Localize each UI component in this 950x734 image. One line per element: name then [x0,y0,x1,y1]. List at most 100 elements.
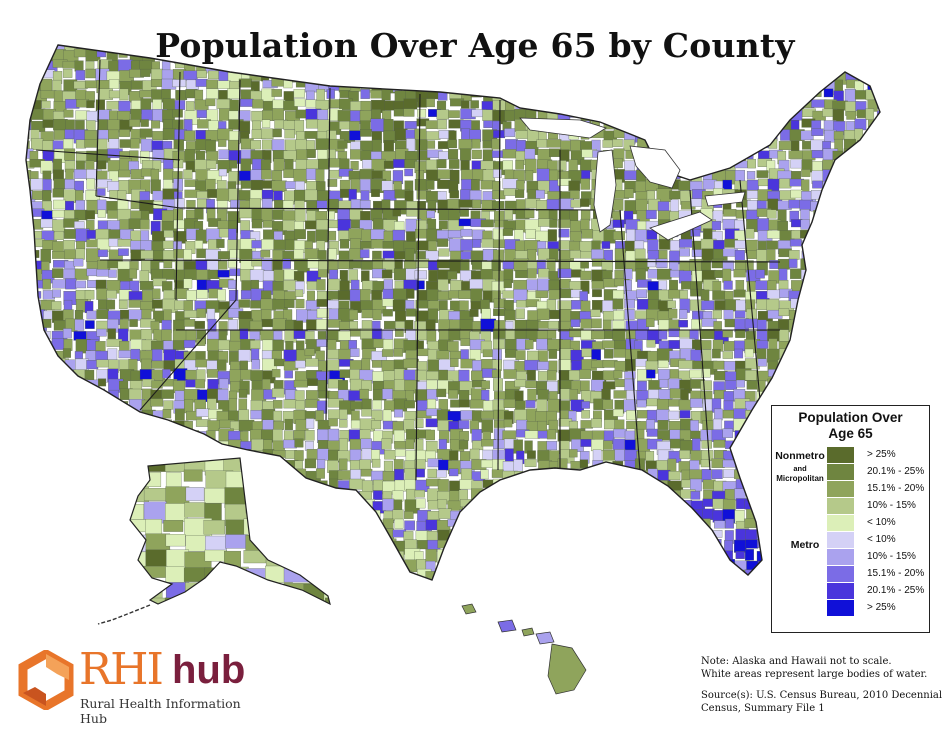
county-cell [403,108,415,117]
county-cell [469,501,480,509]
county-cell [845,180,860,194]
county-cell [502,60,517,74]
county-cell [130,60,141,71]
county-cell [657,268,672,280]
county-cell [745,69,756,80]
county-cell [283,565,309,583]
county-cell [746,579,762,580]
county-cell [590,489,603,499]
county-cell [370,579,385,580]
county-cell [62,389,76,400]
county-cell [172,79,187,88]
county-cell [702,508,715,520]
county-cell [337,499,347,512]
county-cell [426,98,435,108]
county-cell [503,419,513,428]
county-cell [315,168,325,183]
county-cell [26,230,32,239]
county-cell [74,221,85,229]
county-cell [701,580,712,590]
county-cell [724,540,733,553]
county-cell [635,48,651,57]
county-cell [690,148,702,162]
county-cell [658,369,670,380]
county-cell [63,479,75,489]
county-cell [272,281,286,292]
map-title: Population Over Age 65 by County [155,26,795,65]
county-cell [404,78,414,92]
county-cell [855,179,865,190]
county-cell [406,231,416,243]
county-cell [264,485,281,506]
county-cell [502,149,517,159]
county-cell [130,568,143,584]
county-cell [449,450,459,461]
county-cell [140,250,155,259]
county-cell [139,270,150,283]
county-cell [26,328,29,339]
county-cell [86,360,99,370]
county-cell [757,78,769,88]
county-cell [812,45,824,53]
county-cell [328,50,339,62]
county-cell [316,200,328,209]
county-cell [350,519,363,533]
county-cell [526,279,538,291]
county-cell [239,208,254,219]
county-cell [624,309,635,320]
county-cell [788,369,798,378]
county-cell [459,558,471,571]
county-cell [669,69,678,84]
county-cell [260,250,271,258]
county-cell [802,89,816,97]
county-cell [461,100,470,109]
county-cell [472,199,481,209]
county-cell [260,579,269,580]
county-cell [183,469,203,482]
county-cell [184,269,198,280]
county-cell [592,289,602,298]
county-cell [86,558,102,568]
county-cell [449,568,461,580]
county-cell [85,540,100,552]
county-cell [74,268,89,280]
county-cell [284,370,293,379]
county-cell [96,129,110,140]
county-cell [747,440,759,450]
county-cell [458,440,469,450]
county-cell [206,259,219,272]
county-cell [328,219,339,229]
county-cell [404,539,417,550]
county-cell [450,280,463,291]
county-cell [458,420,470,429]
county-cell [31,539,46,550]
county-cell [414,270,427,280]
county-cell [425,180,435,190]
county-cell [329,45,343,53]
county-cell [96,429,110,442]
county-cell [615,568,629,580]
county-cell [97,479,107,492]
county-cell [877,239,880,253]
county-cell [428,240,437,252]
county-cell [360,519,372,533]
county-cell [648,550,662,560]
county-cell [744,128,756,139]
county-cell [129,119,141,127]
county-cell [834,230,845,239]
county-cell [854,370,865,380]
county-cell [360,89,370,99]
county-cell [505,321,514,330]
county-cell [681,281,692,290]
county-cell [228,49,239,59]
county-cell [96,170,108,180]
county-cell [141,45,156,52]
county-cell [646,318,655,327]
county-cell [245,598,262,604]
county-cell [493,420,506,428]
county-cell [525,229,536,239]
county-cell [437,60,453,70]
county-cell [41,438,57,451]
county-cell [591,439,604,452]
county-cell [845,158,861,166]
